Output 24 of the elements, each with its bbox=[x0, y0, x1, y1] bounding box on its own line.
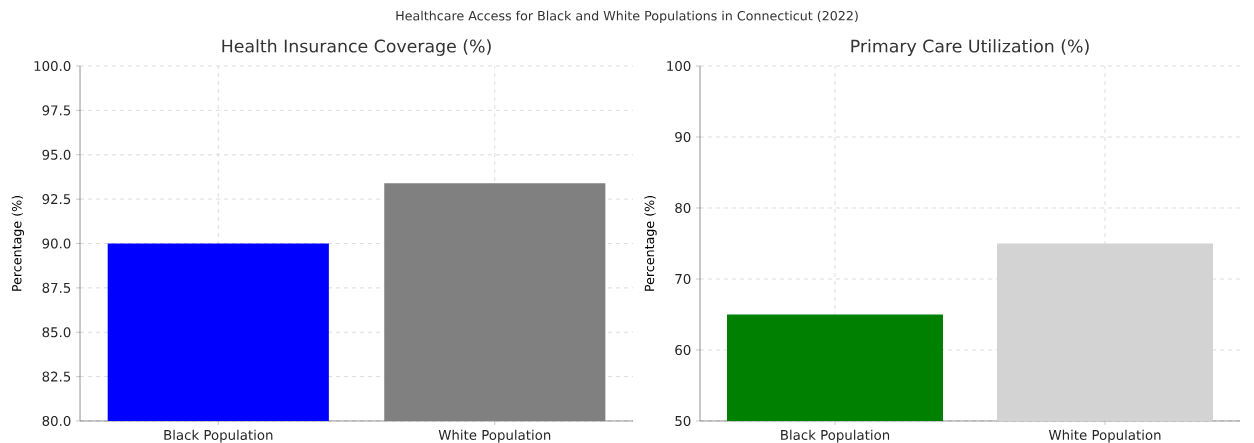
text: Healthcare Access for Black and White Populations in Connecticut (2022) bbox=[396, 10, 858, 23]
y-tick-label: 90 bbox=[675, 131, 691, 143]
y-tick-label: 92.5 bbox=[42, 194, 71, 205]
y-tick-label: 90.0 bbox=[42, 238, 71, 249]
y-axis-title: Percentage (%) bbox=[11, 196, 24, 291]
y-tick-label: 87.5 bbox=[42, 282, 71, 293]
chart-title: Health Insurance Coverage (%) bbox=[222, 39, 491, 56]
x-tick-label: White Population bbox=[438, 429, 551, 443]
y-tick-label: 97.5 bbox=[42, 105, 71, 116]
x-tick-label: White Population bbox=[1048, 429, 1161, 443]
y-tick-label: 82.5 bbox=[42, 371, 71, 382]
y-tick-label: 100.0 bbox=[34, 60, 71, 72]
y-tick-label: 60 bbox=[675, 344, 691, 356]
y-tick-label: 100 bbox=[667, 60, 691, 72]
y-tick-label: 80.0 bbox=[42, 415, 71, 427]
y-tick-label: 50 bbox=[675, 415, 691, 427]
y-tick-label: 70 bbox=[675, 273, 691, 285]
y-tick-label: 95.0 bbox=[42, 149, 71, 160]
y-tick-label: 85.0 bbox=[42, 327, 71, 338]
x-tick-label: Black Population bbox=[781, 429, 890, 443]
chart-title: Primary Care Utilization (%) bbox=[851, 39, 1089, 56]
x-tick-label: Black Population bbox=[164, 429, 273, 443]
y-tick-label: 80 bbox=[675, 202, 691, 214]
y-axis-title: Percentage (%) bbox=[644, 196, 657, 291]
